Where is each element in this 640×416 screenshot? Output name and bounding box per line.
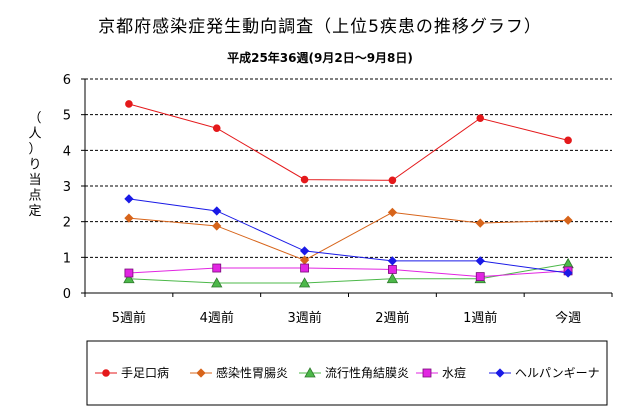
data-point <box>211 277 223 288</box>
x-category-label: 3週前 <box>287 310 321 326</box>
y-axis-label-char: ） <box>28 142 41 157</box>
series-line <box>128 211 569 261</box>
data-point <box>386 272 399 284</box>
legend-label: 流行性角結膜炎 <box>325 366 409 380</box>
data-point <box>300 263 309 273</box>
series-line <box>128 103 569 181</box>
data-point <box>124 213 134 223</box>
legend-marker <box>196 368 206 378</box>
legend-label: 感染性胃腸炎 <box>216 365 288 380</box>
y-axis-label-char: 定 <box>28 204 41 219</box>
legend-label: 水痘 <box>442 365 466 380</box>
y-tick-label: 3 <box>63 180 71 195</box>
data-point <box>475 256 485 266</box>
legend-label: 手足口病 <box>121 365 169 380</box>
data-point <box>212 206 222 216</box>
y-axis-label-char: 当 <box>28 173 41 188</box>
legend-marker <box>495 368 505 378</box>
y-axis-label-char: り <box>28 158 41 173</box>
legend-marker <box>422 368 432 378</box>
series-line <box>128 198 569 274</box>
data-point <box>388 265 397 274</box>
data-point <box>124 268 134 278</box>
x-category-label: 4週前 <box>200 310 234 326</box>
data-point <box>387 256 398 266</box>
chart-title: 京都府感染症発生動向調査（上位5疾患の推移グラフ） <box>98 17 542 37</box>
legend-marker <box>304 367 316 378</box>
y-tick-label: 0 <box>63 287 71 302</box>
y-tick-label: 6 <box>63 73 71 88</box>
y-axis-label-char: 人 <box>28 127 41 142</box>
data-point <box>212 221 222 231</box>
y-tick-label: 5 <box>63 109 71 124</box>
y-axis-label-char: 点 <box>28 189 41 204</box>
data-point <box>300 175 309 184</box>
data-point <box>388 176 397 185</box>
data-point <box>476 114 485 123</box>
x-category-label: 5週前 <box>112 310 146 326</box>
legend-box <box>86 340 608 406</box>
data-point <box>564 136 572 145</box>
x-category-label: 2週前 <box>375 310 409 326</box>
y-axis-label-char: （ <box>28 111 41 126</box>
series-line <box>128 263 569 284</box>
data-point <box>124 194 134 204</box>
series-line <box>128 267 569 278</box>
y-tick-label: 1 <box>63 251 71 266</box>
data-point <box>125 100 133 108</box>
data-point <box>475 218 485 228</box>
legend-marker <box>102 369 110 377</box>
data-point <box>212 263 222 273</box>
y-tick-label: 2 <box>63 216 71 231</box>
x-category-label: 今週 <box>555 310 581 326</box>
legend-label: ヘルパンギーナ <box>515 366 600 380</box>
data-point <box>563 268 573 278</box>
data-point <box>298 277 311 288</box>
x-category-label: 1週前 <box>463 310 497 326</box>
data-point <box>212 124 221 133</box>
chart-subtitle: 平成25年36週(9月2日〜9月8日) <box>227 51 413 65</box>
data-point <box>563 215 573 225</box>
data-point <box>387 207 398 218</box>
data-point <box>562 257 574 269</box>
data-point <box>475 272 485 281</box>
y-tick-label: 4 <box>63 144 71 159</box>
data-point <box>299 246 310 256</box>
data-point <box>123 272 135 284</box>
